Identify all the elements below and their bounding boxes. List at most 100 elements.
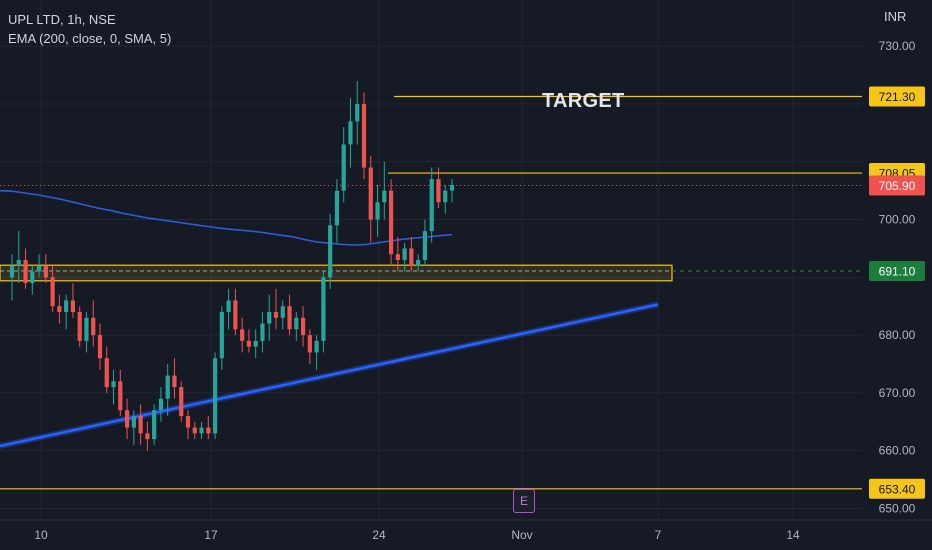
- earnings-event-icon[interactable]: E: [513, 489, 535, 513]
- candle-body: [436, 179, 441, 203]
- candle-body: [219, 312, 224, 359]
- candle-body: [165, 375, 170, 399]
- candle: [104, 346, 109, 393]
- candle: [84, 312, 89, 353]
- candle-body: [199, 427, 204, 434]
- support-zone[interactable]: [0, 264, 862, 282]
- candle-body: [64, 300, 69, 312]
- grid-lines: [0, 0, 862, 520]
- candle: [57, 294, 62, 324]
- candle: [226, 288, 231, 330]
- candle-body: [321, 277, 326, 341]
- candle-body: [348, 121, 353, 145]
- candle: [185, 410, 191, 440]
- candle: [348, 98, 353, 168]
- candle: [64, 294, 69, 330]
- currency-label: INR: [884, 9, 907, 24]
- candle: [111, 369, 116, 405]
- candle: [334, 179, 340, 243]
- candle: [280, 300, 285, 330]
- candle-body: [375, 202, 380, 220]
- candle-body: [145, 433, 150, 440]
- candle: [16, 231, 21, 284]
- candle-body: [172, 375, 177, 388]
- candle-body: [179, 387, 184, 416]
- candle: [443, 184, 448, 214]
- candle-body: [131, 416, 136, 428]
- candle-body: [443, 190, 448, 203]
- candle: [449, 179, 455, 203]
- candle: [158, 387, 164, 422]
- candle: [165, 364, 170, 416]
- candle-body: [212, 358, 218, 434]
- x-tick-label: 17: [204, 528, 218, 542]
- candle: [91, 300, 96, 347]
- price-tag-box: [869, 175, 925, 196]
- price-tag-value: 653.40: [879, 482, 916, 496]
- candle: [199, 421, 204, 440]
- candle: [219, 306, 224, 370]
- symbol-title[interactable]: UPL LTD, 1h, NSE: [8, 12, 116, 27]
- candle: [152, 404, 157, 445]
- trendline-main[interactable]: [0, 303, 659, 448]
- candle: [273, 288, 279, 330]
- candle-body: [300, 317, 306, 336]
- candle: [341, 127, 346, 203]
- candle-body: [57, 306, 62, 312]
- candle: [118, 369, 123, 416]
- candle-body: [36, 265, 42, 272]
- candle-body: [77, 312, 82, 341]
- candle: [70, 283, 76, 318]
- candle-body: [280, 306, 285, 318]
- x-tick-label: 10: [34, 528, 48, 542]
- candle: [179, 381, 184, 422]
- candle: [395, 236, 400, 272]
- candle-body: [192, 427, 197, 434]
- candle-body: [260, 323, 265, 341]
- candle-body: [246, 340, 252, 347]
- candle-body: [226, 300, 231, 312]
- price-tag-green: 691.10: [869, 260, 925, 281]
- candle: [172, 358, 177, 399]
- candle: [422, 219, 428, 266]
- chart-legend: UPL LTD, 1h, NSE EMA (200, close, 0, SMA…: [8, 10, 171, 48]
- y-tick-label: 670.00: [879, 386, 916, 400]
- candle-body: [43, 265, 48, 278]
- y-tick-label: 700.00: [879, 213, 916, 227]
- price-tag-value: 705.90: [879, 179, 916, 193]
- candle: [124, 398, 130, 440]
- candle: [233, 288, 238, 336]
- candle: [77, 306, 82, 347]
- y-tick-label: 680.00: [879, 328, 916, 342]
- y-tick-label: 660.00: [879, 444, 916, 458]
- candle: [267, 294, 272, 341]
- candle: [97, 323, 103, 370]
- support-zone-box[interactable]: [0, 264, 673, 282]
- price-tag-box: [869, 260, 925, 281]
- price-tag-box: [869, 86, 925, 107]
- candle-body: [253, 340, 258, 347]
- candle: [375, 184, 380, 237]
- candle: [429, 167, 434, 243]
- horizontal-levels[interactable]: [0, 95, 862, 490]
- candle: [361, 92, 367, 180]
- candle-body: [314, 340, 319, 353]
- time-axis[interactable]: 10 17 24 Nov 7 14: [0, 519, 932, 542]
- x-tick-label: 24: [372, 528, 386, 542]
- candle-body: [158, 398, 164, 411]
- trendline[interactable]: [0, 301, 659, 449]
- ema-line-path: [0, 189, 453, 246]
- candle: [436, 167, 441, 208]
- candle: [300, 306, 306, 347]
- x-tick-label: Nov: [511, 528, 532, 542]
- indicator-label[interactable]: EMA (200, close, 0, SMA, 5): [8, 31, 172, 46]
- candle-body: [70, 300, 76, 312]
- candle-body: [409, 248, 414, 266]
- candle: [409, 236, 414, 272]
- candle: [307, 329, 312, 364]
- candle: [9, 254, 15, 301]
- candle-body: [388, 190, 394, 255]
- candle-body: [97, 335, 103, 359]
- price-axis[interactable]: 650.00 660.00 670.00 680.00 700.00 730.00: [879, 39, 916, 515]
